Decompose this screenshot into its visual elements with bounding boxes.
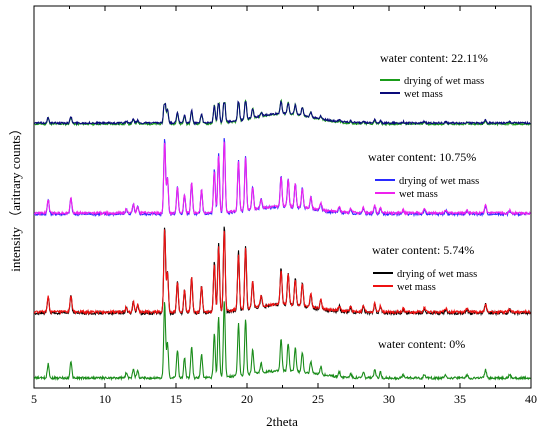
- annotations-layer: water content: 22.11% drying of wet mass w…: [368, 51, 488, 351]
- legend-label: wet mass: [404, 89, 443, 100]
- water-content-label: water content: 22.11%: [380, 51, 488, 65]
- series-line: [33, 229, 531, 316]
- series-line: [33, 100, 531, 126]
- legend-label: wet mass: [399, 189, 438, 200]
- legend-label: drying of wet mass: [399, 176, 479, 187]
- series-layer: [33, 98, 531, 382]
- x-axis-title: 2theta: [266, 414, 298, 429]
- legend-label: wet mass: [397, 282, 436, 293]
- x-tick-label: 30: [383, 392, 395, 406]
- legend-label: drying of wet mass: [404, 76, 484, 87]
- water-content-label: water content: 5.74%: [372, 243, 474, 257]
- series-line: [33, 301, 531, 382]
- x-tick-label: 35: [454, 392, 466, 406]
- y-axis-title: intensity （aritrary counts）: [8, 122, 23, 271]
- x-tick-label: 10: [99, 392, 111, 406]
- x-tick-label: 15: [170, 392, 182, 406]
- legend-label: drying of wet mass: [397, 269, 477, 280]
- water-content-label: water content: 10.75%: [368, 150, 476, 164]
- water-content-label: water content: 0%: [378, 337, 465, 351]
- x-tick-label: 25: [312, 392, 324, 406]
- x-tick-label: 40: [525, 392, 537, 406]
- series-line: [34, 141, 531, 217]
- x-tick-label: 5: [31, 392, 37, 406]
- x-axis-ticks: 5 10 15 20 25 30 35 40: [31, 6, 537, 406]
- x-tick-label: 20: [241, 392, 253, 406]
